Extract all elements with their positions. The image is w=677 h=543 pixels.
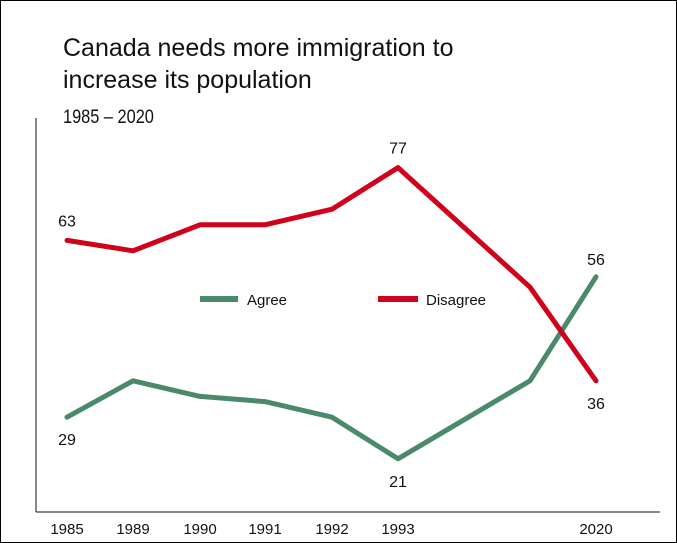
legend-item-agree: Agree — [200, 292, 287, 309]
x-tick-label-1989: 1989 — [116, 521, 149, 538]
legend-label-agree: Agree — [247, 292, 287, 309]
data-label-agree-5: 21 — [389, 474, 407, 491]
legend: Agree Disagree — [200, 292, 486, 309]
series-layer — [64, 165, 599, 462]
data-label-disagree-0: 63 — [58, 213, 76, 230]
series-line-agree — [64, 274, 599, 462]
x-tick-label-1985: 1985 — [50, 521, 83, 538]
data-label-disagree-7: 36 — [587, 396, 605, 413]
data-label-agree-0: 29 — [58, 432, 76, 449]
series-line-disagree — [64, 165, 599, 384]
x-tick-label-1992: 1992 — [315, 521, 348, 538]
legend-label-disagree: Disagree — [426, 292, 486, 309]
point-labels: 29 21 56 63 77 36 — [58, 141, 605, 491]
data-label-disagree-5: 77 — [389, 141, 407, 158]
x-tick-label-1990: 1990 — [183, 521, 216, 538]
legend-item-disagree: Disagree — [378, 292, 486, 309]
data-label-agree-7: 56 — [587, 252, 605, 269]
x-tick-labels: 1985 1989 1990 1991 1992 1993 2020 — [50, 521, 612, 538]
x-tick-label-1991: 1991 — [248, 521, 281, 538]
x-tick-label-1993: 1993 — [381, 521, 414, 538]
chart-subtitle: 1985 – 2020 — [63, 107, 154, 128]
x-tick-label-2020: 2020 — [579, 521, 612, 538]
chart-title: Canada needs more immigration to increas… — [63, 34, 454, 94]
